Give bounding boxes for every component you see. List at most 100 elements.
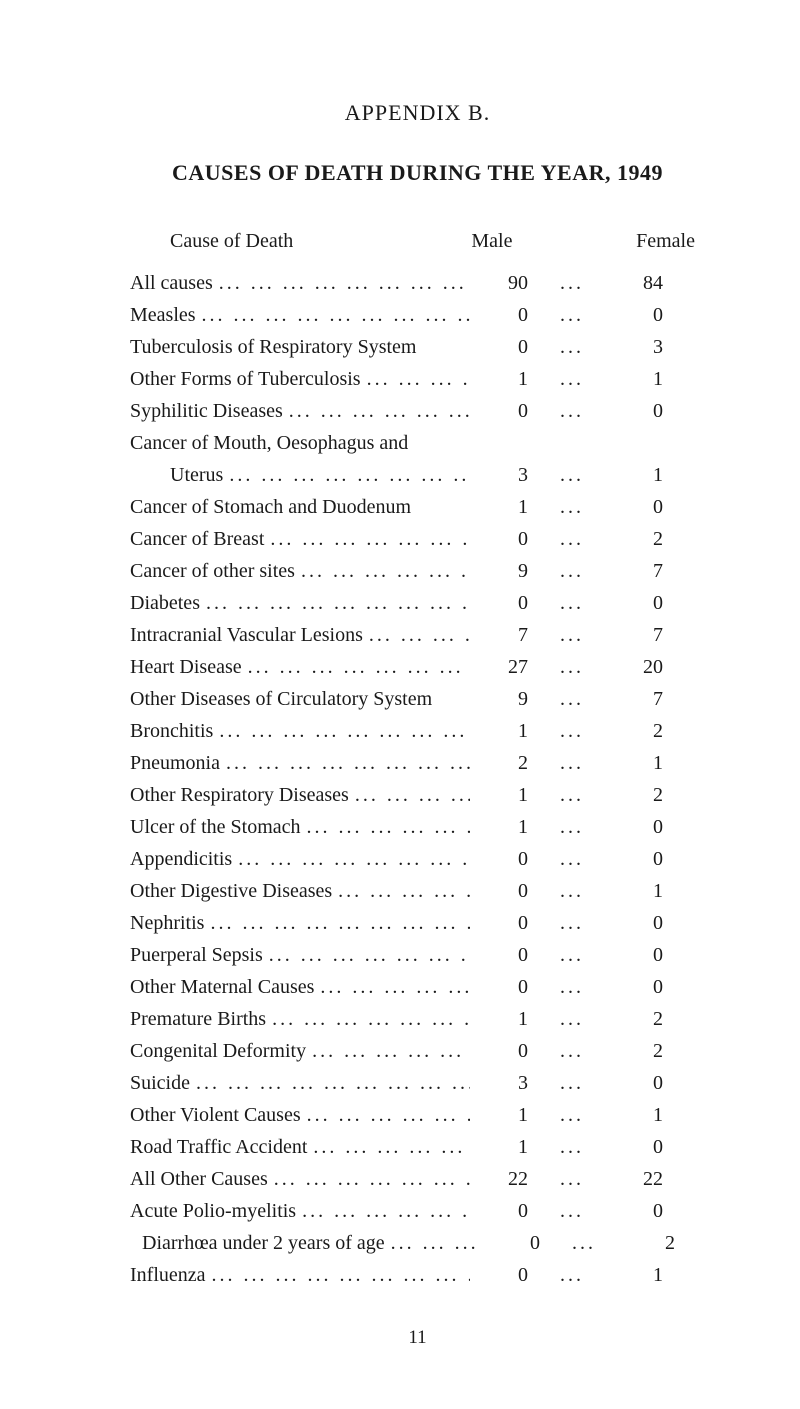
female-value: 22 bbox=[608, 1163, 663, 1195]
female-value: 7 bbox=[608, 683, 663, 715]
male-value: 3 bbox=[470, 459, 536, 491]
separator-dots: ... bbox=[536, 1259, 608, 1291]
female-value: 2 bbox=[608, 523, 663, 555]
cause-label: Diabetes bbox=[130, 587, 204, 619]
table-row: Appendicitis... ... ... ... ... ... ... … bbox=[130, 843, 705, 875]
appendix-label: APPENDIX B. bbox=[130, 100, 705, 126]
leader-dots: ... ... ... ... ... ... ... ... ... ... bbox=[217, 267, 470, 299]
cause-label: Cancer of other sites bbox=[130, 555, 299, 587]
cause-cell: Syphilitic Diseases... ... ... ... ... .… bbox=[130, 395, 470, 427]
cause-cell: Heart Disease... ... ... ... ... ... ...… bbox=[130, 651, 470, 683]
female-value: 1 bbox=[608, 1099, 663, 1131]
female-value: 0 bbox=[608, 587, 663, 619]
table-row: Diarrhœa under 2 years of age... ... ...… bbox=[130, 1227, 705, 1259]
cause-cell: Other Maternal Causes... ... ... ... ...… bbox=[130, 971, 470, 1003]
female-value: 0 bbox=[608, 939, 663, 971]
separator-dots: ... bbox=[536, 1003, 608, 1035]
cause-label: Cancer of Mouth, Oesophagus and bbox=[130, 427, 470, 459]
female-value: 7 bbox=[608, 619, 663, 651]
cause-cell: Uterus... ... ... ... ... ... ... ... ..… bbox=[130, 459, 470, 491]
cause-cell: Cancer of Stomach and Duodenum bbox=[130, 491, 470, 523]
table-row: Cancer of Breast... ... ... ... ... ... … bbox=[130, 523, 705, 555]
cause-label: All causes bbox=[130, 267, 217, 299]
cause-cell: Suicide... ... ... ... ... ... ... ... .… bbox=[130, 1067, 470, 1099]
male-value: 90 bbox=[470, 267, 536, 299]
leader-dots: ... ... ... ... ... ... ... ... ... ... bbox=[305, 1099, 470, 1131]
female-value: 2 bbox=[608, 1035, 663, 1067]
cause-label: Suicide bbox=[130, 1067, 194, 1099]
female-value: 0 bbox=[608, 299, 663, 331]
male-value: 0 bbox=[470, 907, 536, 939]
table-row: Intracranial Vascular Lesions... ... ...… bbox=[130, 619, 705, 651]
table-row: Pneumonia... ... ... ... ... ... ... ...… bbox=[130, 747, 705, 779]
separator-dots: ... bbox=[536, 267, 608, 299]
separator-dots: ... bbox=[536, 1163, 608, 1195]
leader-dots: ... ... ... ... ... ... ... ... ... ... bbox=[224, 747, 470, 779]
header-male: Male bbox=[428, 230, 557, 253]
leader-dots: ... ... ... ... ... ... ... ... ... ... bbox=[208, 907, 470, 939]
cause-label: Bronchitis bbox=[130, 715, 217, 747]
table-row: Tuberculosis of Respiratory System0...3 bbox=[130, 331, 705, 363]
leader-dots: ... ... ... ... ... ... ... ... ... ... bbox=[272, 1163, 470, 1195]
cause-label: Uterus bbox=[170, 459, 227, 491]
leader-dots: ... ... ... ... ... ... ... ... ... ... bbox=[336, 875, 470, 907]
table-row: Other Diseases of Circulatory System9...… bbox=[130, 683, 705, 715]
leader-dots: ... ... ... ... ... ... ... ... ... ... bbox=[299, 555, 470, 587]
cause-label: Influenza bbox=[130, 1259, 210, 1291]
cause-cell: Acute Polio-myelitis... ... ... ... ... … bbox=[130, 1195, 470, 1227]
cause-cell: Bronchitis... ... ... ... ... ... ... ..… bbox=[130, 715, 470, 747]
cause-label: Intracranial Vascular Lesions bbox=[130, 619, 367, 651]
cause-cell: All causes... ... ... ... ... ... ... ..… bbox=[130, 267, 470, 299]
cause-cell: Other Forms of Tuberculosis... ... ... .… bbox=[130, 363, 470, 395]
cause-label: Road Traffic Accident bbox=[130, 1131, 311, 1163]
cause-label: Nephritis bbox=[130, 907, 208, 939]
cause-cell: Influenza... ... ... ... ... ... ... ...… bbox=[130, 1259, 470, 1291]
female-value: 1 bbox=[608, 1259, 663, 1291]
separator-dots: ... bbox=[536, 555, 608, 587]
male-value: 9 bbox=[470, 555, 536, 587]
table-row: Diabetes... ... ... ... ... ... ... ... … bbox=[130, 587, 705, 619]
female-value: 2 bbox=[608, 779, 663, 811]
cause-label: Other Maternal Causes bbox=[130, 971, 318, 1003]
table-row: Cancer of Stomach and Duodenum1...0 bbox=[130, 491, 705, 523]
cause-cell: Diabetes... ... ... ... ... ... ... ... … bbox=[130, 587, 470, 619]
table-row: Other Digestive Diseases... ... ... ... … bbox=[130, 875, 705, 907]
cause-label: Heart Disease bbox=[130, 651, 246, 683]
cause-label: Syphilitic Diseases bbox=[130, 395, 287, 427]
female-value: 0 bbox=[608, 1067, 663, 1099]
table-row: Other Violent Causes... ... ... ... ... … bbox=[130, 1099, 705, 1131]
cause-cell: All Other Causes... ... ... ... ... ... … bbox=[130, 1163, 470, 1195]
male-value: 3 bbox=[470, 1067, 536, 1099]
female-value: 3 bbox=[608, 331, 663, 363]
separator-dots: ... bbox=[536, 715, 608, 747]
male-value: 1 bbox=[470, 491, 536, 523]
male-value: 0 bbox=[470, 1195, 536, 1227]
table-row: Other Maternal Causes... ... ... ... ...… bbox=[130, 971, 705, 1003]
separator-dots: ... bbox=[536, 619, 608, 651]
female-value: 1 bbox=[608, 459, 663, 491]
page-number: 11 bbox=[130, 1327, 705, 1349]
cause-label: Congenital Deformity bbox=[130, 1035, 310, 1067]
separator-dots: ... bbox=[536, 939, 608, 971]
cause-cell: Measles... ... ... ... ... ... ... ... .… bbox=[130, 299, 470, 331]
cause-cell: Congenital Deformity... ... ... ... ... … bbox=[130, 1035, 470, 1067]
separator-dots: ... bbox=[536, 1195, 608, 1227]
cause-label: Other Forms of Tuberculosis bbox=[130, 363, 365, 395]
cause-cell: Pneumonia... ... ... ... ... ... ... ...… bbox=[130, 747, 470, 779]
table-row: All causes... ... ... ... ... ... ... ..… bbox=[130, 267, 705, 299]
table-row: Acute Polio-myelitis... ... ... ... ... … bbox=[130, 1195, 705, 1227]
male-value: 0 bbox=[470, 843, 536, 875]
separator-dots: ... bbox=[536, 875, 608, 907]
male-value: 0 bbox=[470, 299, 536, 331]
separator-dots: ... bbox=[536, 779, 608, 811]
table-row: Puerperal Sepsis... ... ... ... ... ... … bbox=[130, 939, 705, 971]
male-value: 0 bbox=[470, 587, 536, 619]
cause-label: Measles bbox=[130, 299, 200, 331]
cause-cell: Tuberculosis of Respiratory System bbox=[130, 331, 470, 363]
leader-dots: ... ... ... ... ... ... ... ... ... ... bbox=[389, 1227, 482, 1259]
separator-dots: ... bbox=[548, 1227, 620, 1259]
leader-dots: ... ... ... ... ... ... ... ... ... ... bbox=[267, 939, 470, 971]
cause-cell: Appendicitis... ... ... ... ... ... ... … bbox=[130, 843, 470, 875]
separator-dots: ... bbox=[536, 331, 608, 363]
cause-label: Tuberculosis of Respiratory System bbox=[130, 331, 420, 363]
